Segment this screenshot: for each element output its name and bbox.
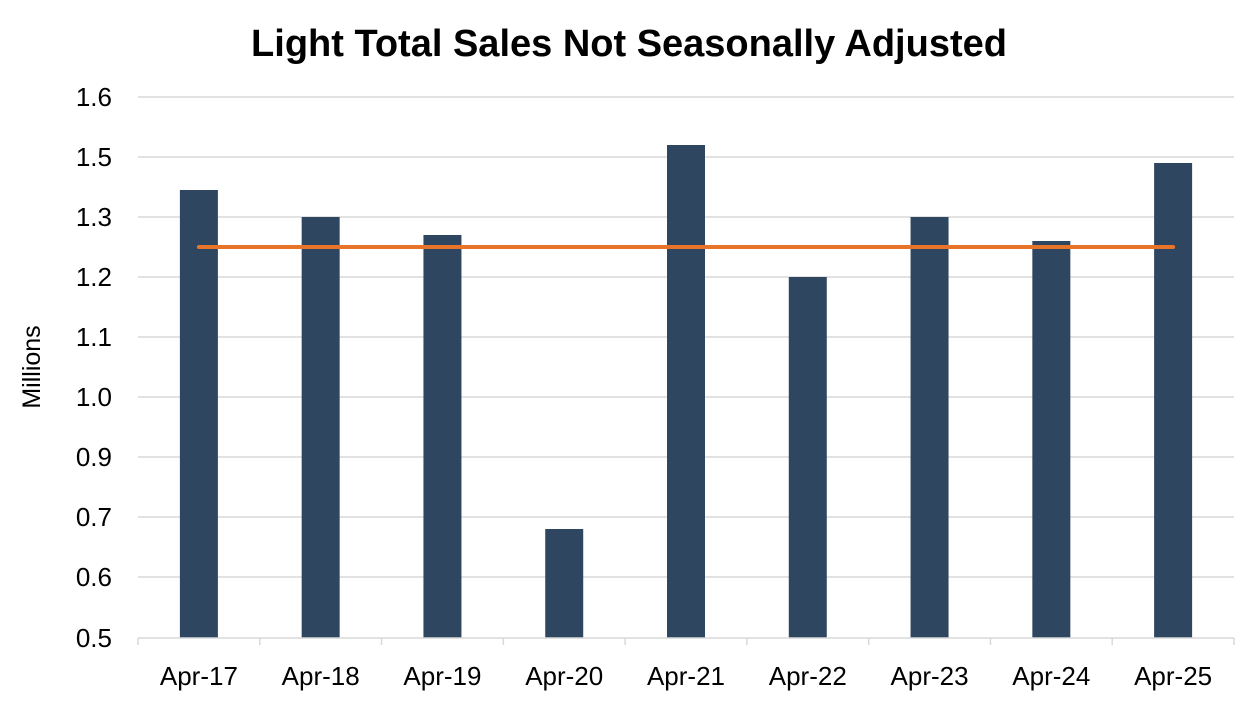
bars (179, 145, 1193, 638)
y-tick-label: 1.5 (76, 142, 112, 172)
x-tick-label: Apr-17 (160, 661, 238, 691)
y-axis-ticks: 1.6 1.5 1.3 1.2 1.1 1.0 0.9 0.7 0.6 0.5 (76, 82, 112, 653)
y-axis-label: Millions (18, 325, 46, 408)
y-tick-label: 1.6 (76, 82, 112, 112)
x-axis (137, 637, 1235, 645)
bar (179, 190, 218, 638)
bar (545, 529, 584, 638)
x-tick-label: Apr-21 (647, 661, 725, 691)
bar (301, 217, 340, 638)
bar (423, 235, 462, 638)
y-tick-label: 0.5 (76, 623, 112, 653)
y-tick-label: 0.9 (76, 442, 112, 472)
x-tick-label: Apr-19 (403, 661, 481, 691)
x-axis-ticks: Apr-17 Apr-18 Apr-19 Apr-20 Apr-21 Apr-22 Apr-… (160, 661, 1212, 691)
bar (1154, 163, 1193, 638)
bar (788, 277, 827, 638)
chart-title: Light Total Sales Not Seasonally Adjuste… (251, 23, 1007, 65)
x-tick-label: Apr-24 (1012, 661, 1090, 691)
y-tick-label: 0.6 (76, 562, 112, 592)
x-tick-label: Apr-25 (1134, 661, 1212, 691)
y-tick-label: 1.2 (76, 262, 112, 292)
x-tick-label: Apr-20 (525, 661, 603, 691)
bar (1032, 241, 1071, 638)
bar (910, 217, 949, 638)
x-tick-label: Apr-18 (282, 661, 360, 691)
bar (667, 145, 705, 638)
y-tick-label: 1.0 (76, 382, 112, 412)
y-tick-label: 0.7 (76, 502, 112, 532)
x-tick-label: Apr-22 (769, 661, 847, 691)
y-tick-label: 1.3 (76, 202, 112, 232)
y-tick-label: 1.1 (76, 322, 112, 352)
x-tick-label: Apr-23 (891, 661, 969, 691)
